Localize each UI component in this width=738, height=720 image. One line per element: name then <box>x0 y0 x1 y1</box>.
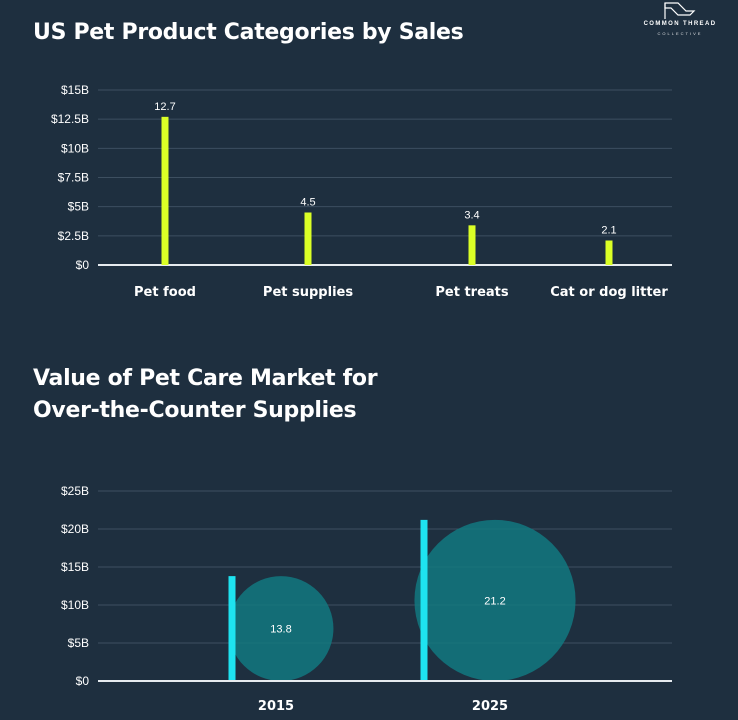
bar <box>420 519 428 681</box>
y-tick-label: $15B <box>61 560 89 574</box>
value-bubble <box>414 519 576 681</box>
y-tick-label: $20B <box>61 522 89 536</box>
data-label: 2.1 <box>601 225 616 237</box>
category-label: Pet food <box>134 285 196 300</box>
bar <box>468 225 476 265</box>
brand-subtitle: COLLECTIVE <box>657 31 703 36</box>
bar <box>605 240 613 265</box>
bar <box>304 212 312 265</box>
data-label: 13.8 <box>270 624 291 636</box>
y-tick-label: $0 <box>76 258 90 272</box>
chart-title-market-line-1: Value of Pet Care Market for <box>33 366 378 391</box>
flag-logo-icon <box>664 2 696 19</box>
chart-title-sales: US Pet Product Categories by Sales <box>33 20 464 45</box>
bar <box>161 116 169 265</box>
y-tick-label: $25B <box>61 484 89 498</box>
y-tick-label: $15B <box>61 83 89 97</box>
data-label: 4.5 <box>300 197 315 209</box>
category-label: Cat or dog litter <box>550 285 668 300</box>
y-tick-label: $5B <box>68 636 89 650</box>
data-label: 3.4 <box>464 209 479 221</box>
category-label: 2015 <box>258 699 294 714</box>
bar <box>228 576 236 681</box>
chart-title-market-line-2: Over-the-Counter Supplies <box>33 398 357 423</box>
brand-name: COMMON THREAD <box>643 21 717 27</box>
category-label: Pet supplies <box>263 285 353 300</box>
chart-title-market: Value of Pet Care Market for Over-the-Co… <box>33 363 378 427</box>
data-label: 12.7 <box>154 101 175 113</box>
brand-logo: COMMON THREAD COLLECTIVE <box>638 2 722 42</box>
y-tick-label: $5B <box>68 200 89 214</box>
y-tick-label: $10B <box>61 141 89 155</box>
y-tick-label: $2.5B <box>58 229 89 243</box>
y-tick-label: $10B <box>61 598 89 612</box>
category-label: 2025 <box>472 699 508 714</box>
y-tick-label: $12.5B <box>51 112 89 126</box>
y-tick-label: $0 <box>76 674 90 688</box>
category-label: Pet treats <box>435 285 509 300</box>
value-bubble <box>228 576 334 681</box>
sales-bar-chart: $0 $2.5B $5B $7.5B $10B $12.5B $15B 12.7 Pet foo… <box>51 83 672 300</box>
y-tick-label: $7.5B <box>58 171 89 185</box>
data-label: 21.2 <box>484 595 505 607</box>
